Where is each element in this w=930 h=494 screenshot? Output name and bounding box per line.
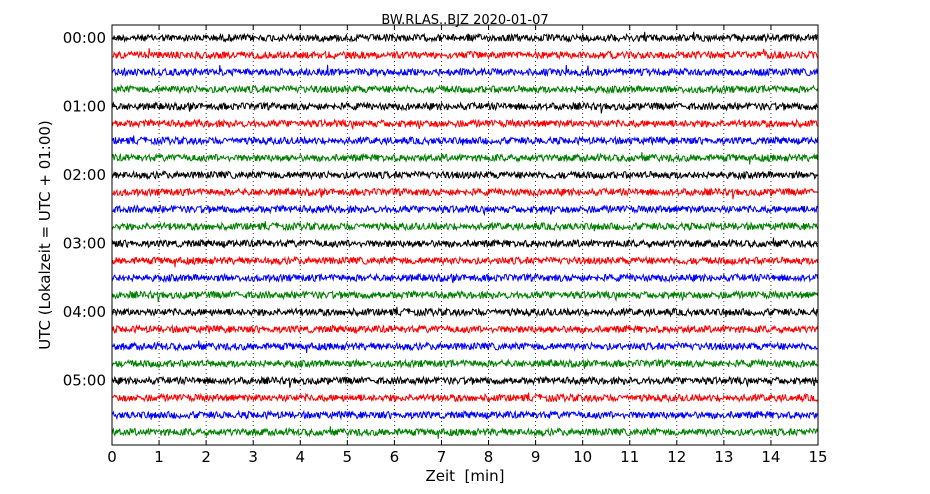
x-tick-label: 2 bbox=[201, 448, 211, 466]
trace-0530 bbox=[111, 409, 819, 421]
x-tick-label: 10 bbox=[573, 448, 592, 466]
trace-0430 bbox=[111, 340, 818, 354]
y-axis-label: UTC (Lokalzeit = UTC + 01:00) bbox=[36, 120, 54, 350]
trace-0245 bbox=[111, 221, 819, 232]
trace-0045 bbox=[111, 83, 819, 95]
x-tick-label: 5 bbox=[343, 448, 353, 466]
trace-0515 bbox=[111, 392, 819, 404]
trace-0215 bbox=[111, 186, 818, 200]
x-tick-label: 14 bbox=[761, 448, 780, 466]
trace-0230 bbox=[112, 203, 819, 217]
trace-0145 bbox=[111, 151, 819, 165]
trace-0200 bbox=[111, 169, 819, 181]
x-tick-label: 8 bbox=[484, 448, 494, 466]
trace-0315 bbox=[111, 255, 819, 268]
y-tick-label: 00:00 bbox=[63, 29, 106, 47]
y-axis: 00:00 01:00 02:00 03:00 04:00 05:00 bbox=[63, 29, 818, 390]
trace-0330 bbox=[111, 272, 819, 284]
x-tick-label: 0 bbox=[107, 448, 117, 466]
trace-0400 bbox=[111, 306, 819, 318]
trace-0300 bbox=[111, 237, 818, 249]
trace-0115 bbox=[111, 118, 819, 131]
trace-0500 bbox=[111, 375, 819, 388]
plot-frame bbox=[111, 24, 819, 446]
x-tick-label: 6 bbox=[390, 448, 400, 466]
trace-0100 bbox=[111, 101, 819, 114]
y-tick-label: 04:00 bbox=[63, 303, 106, 321]
trace-0015 bbox=[111, 48, 819, 61]
chart-title: BW.RLAS..BJZ 2020-01-07 bbox=[381, 13, 548, 28]
x-tick-label: 9 bbox=[531, 448, 541, 466]
x-tick-label: 7 bbox=[437, 448, 447, 466]
x-tick-label: 15 bbox=[808, 448, 827, 466]
x-tick-label: 3 bbox=[248, 448, 258, 466]
trace-0130 bbox=[111, 135, 819, 147]
x-axis-label: Zeit [min] bbox=[425, 467, 504, 485]
x-tick-label: 13 bbox=[714, 448, 733, 466]
trace-0445 bbox=[111, 358, 818, 369]
x-tick-label: 1 bbox=[154, 448, 164, 466]
y-tick-label: 01:00 bbox=[63, 97, 106, 115]
trace-0345 bbox=[111, 289, 819, 303]
trace-0030 bbox=[111, 64, 819, 78]
y-tick-label: 02:00 bbox=[63, 166, 106, 184]
y-tick-label: 03:00 bbox=[63, 235, 106, 253]
x-tick-label: 12 bbox=[667, 448, 686, 466]
x-tick-label: 11 bbox=[620, 448, 639, 466]
trace-0000 bbox=[111, 31, 819, 44]
trace-0545 bbox=[111, 426, 819, 439]
y-tick-label: 05:00 bbox=[63, 372, 106, 390]
traces bbox=[111, 31, 819, 439]
trace-0415 bbox=[111, 323, 819, 335]
x-tick-label: 4 bbox=[295, 448, 305, 466]
x-axis: 0 1 2 3 4 5 6 7 8 9 10 11 12 13 14 15 bbox=[107, 25, 828, 466]
